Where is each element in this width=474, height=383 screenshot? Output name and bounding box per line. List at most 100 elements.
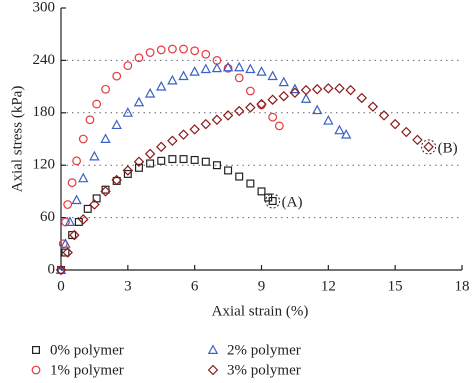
data-point (112, 71, 122, 81)
data-point (69, 229, 80, 241)
data-point (122, 107, 134, 117)
data-point (278, 90, 290, 102)
x-tick-label: 12 (321, 278, 336, 294)
data-point (85, 115, 95, 125)
annotation-circle (421, 139, 437, 155)
data-point (133, 156, 145, 167)
data-point (257, 187, 266, 196)
data-point (323, 83, 334, 94)
data-point (211, 62, 223, 73)
data-point (334, 83, 345, 94)
data-point (55, 264, 67, 274)
data-point (62, 247, 73, 258)
data-point (134, 163, 143, 172)
data-point (157, 156, 166, 165)
data-point (145, 48, 155, 57)
data-point (189, 66, 200, 76)
y-tick-label: 60 (40, 209, 55, 225)
x-tick-label: 6 (191, 278, 199, 294)
annotation: (B) (438, 140, 458, 156)
data-point (71, 194, 82, 205)
data-point (222, 61, 234, 72)
data-point (92, 99, 102, 109)
data-point (78, 214, 89, 225)
data-point (245, 86, 255, 96)
data-point (367, 101, 379, 112)
data-point (211, 114, 223, 126)
data-point (245, 102, 256, 113)
data-point (223, 63, 233, 73)
data-point (111, 119, 122, 130)
y-tick-label: 300 (33, 0, 56, 15)
data-point (123, 169, 132, 178)
data-point (146, 159, 155, 168)
data-point (340, 128, 352, 139)
data-point (274, 121, 284, 131)
legend-marker (31, 365, 41, 375)
data-point (72, 156, 81, 166)
legend-label: 1% polymer (50, 362, 124, 378)
annotation-circle (265, 193, 281, 209)
data-point (133, 96, 145, 107)
data-point (234, 61, 245, 72)
data-point (245, 63, 256, 74)
legend-label: 3% polymer (227, 362, 301, 378)
y-axis-label: Axial stress (kPa) (9, 86, 25, 193)
data-point (78, 134, 88, 144)
legend-label: 2% polymer (227, 342, 301, 358)
data-point (267, 70, 278, 81)
legend-label: 0% polymer (50, 342, 124, 358)
data-point (167, 44, 177, 54)
data-point (389, 118, 401, 130)
data-point (134, 53, 144, 63)
data-point (200, 63, 212, 74)
data-point (168, 155, 177, 164)
data-point (235, 172, 244, 181)
data-point (201, 49, 211, 59)
data-point (123, 61, 133, 71)
data-point (289, 87, 301, 98)
data-point (233, 105, 245, 117)
data-point (144, 87, 156, 98)
data-point (89, 199, 100, 210)
data-point (345, 84, 356, 96)
data-point (200, 118, 212, 130)
data-point (156, 45, 166, 55)
data-point (246, 179, 255, 188)
data-point (190, 155, 199, 164)
x-tick-label: 18 (455, 278, 470, 294)
data-point (68, 231, 77, 240)
data-point (423, 141, 434, 153)
legend-marker (207, 364, 219, 376)
data-point (64, 216, 76, 226)
data-point (300, 93, 312, 103)
data-point (222, 110, 234, 121)
data-point (83, 204, 92, 213)
data-point (111, 174, 122, 186)
y-tick-label: 120 (33, 157, 56, 173)
data-point (401, 126, 412, 138)
data-point (234, 73, 244, 83)
data-point (268, 197, 277, 206)
data-point (311, 83, 323, 95)
data-point (256, 66, 267, 76)
y-tick-label: 180 (33, 104, 56, 120)
data-point (267, 94, 278, 105)
data-point (178, 70, 189, 81)
data-point (61, 248, 70, 257)
data-point (78, 172, 89, 183)
data-point (156, 141, 167, 153)
data-point (122, 165, 134, 176)
x-tick-label: 9 (258, 278, 266, 294)
data-point (100, 186, 111, 197)
data-point (167, 74, 178, 85)
data-point (289, 83, 301, 94)
data-point (179, 44, 188, 54)
data-point (101, 84, 110, 94)
legend-marker (207, 344, 219, 354)
data-point (144, 148, 156, 160)
data-point (323, 114, 334, 125)
data-point (212, 161, 221, 170)
legend-marker (31, 346, 40, 355)
